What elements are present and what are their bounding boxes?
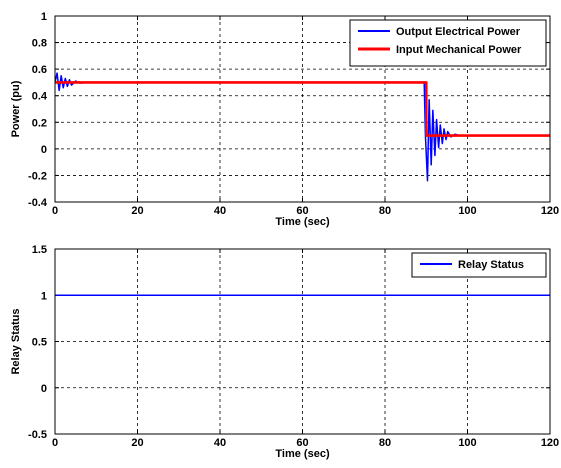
- legend: Output Electrical Power Input Mechanical …: [349, 19, 547, 67]
- y-tick-label: 0: [41, 144, 47, 156]
- x-tick-label: 0: [52, 205, 58, 217]
- y-tick-label: 0.4: [32, 91, 48, 103]
- x-tick-label: 60: [296, 437, 308, 449]
- y-tick-label: 0.6: [32, 64, 47, 76]
- chart-panel-2: 0 20 40 60 80 100 120 -0.5 0 0.5 1 1.5 Time (sec) Rel…: [10, 244, 559, 460]
- x-tick-label: 120: [541, 437, 559, 449]
- y-tick-label: 1: [41, 11, 47, 23]
- legend: Relay Status: [411, 252, 547, 278]
- x-tick-label: 0: [52, 437, 58, 449]
- x-tick-label: 60: [296, 205, 308, 217]
- x-tick-label: 20: [131, 205, 143, 217]
- x-tick-label: 40: [214, 437, 226, 449]
- y-tick-label: 0.2: [32, 117, 47, 129]
- chart-panel-1: 0 20 40 60 80 100 120 -0.4 -0.2 0 0.2 0.4 0.6 0.8 1 Tim…: [10, 11, 559, 228]
- series-line-input-mechanical-power: [55, 81, 550, 137]
- x-tick-label: 40: [214, 205, 226, 217]
- y-tick-label: -0.5: [28, 429, 47, 441]
- series-line-output-electrical-power: [55, 72, 550, 182]
- y-tick-label: 0.8: [32, 38, 47, 50]
- x-tick-label: 80: [379, 437, 391, 449]
- y-tick-label: 1.5: [32, 244, 47, 256]
- y-tick-label: 0: [41, 383, 47, 395]
- legend-box: [349, 19, 547, 67]
- legend-entry: Input Mechanical Power: [396, 44, 522, 56]
- x-axis-label: Time (sec): [275, 448, 330, 460]
- x-axis-label: Time (sec): [275, 216, 330, 228]
- y-tick-label: 1: [41, 290, 47, 302]
- x-tick-label: 100: [458, 205, 476, 217]
- legend-entry: Output Electrical Power: [396, 26, 521, 38]
- y-axis-label: Power (pu): [10, 80, 22, 137]
- y-tick-label: 0.5: [32, 337, 47, 349]
- x-tick-label: 20: [131, 437, 143, 449]
- y-tick-label: -0.2: [28, 170, 47, 182]
- y-tick-label: -0.4: [28, 197, 48, 209]
- x-tick-label: 100: [458, 437, 476, 449]
- y-axis-label: Relay Status: [10, 308, 22, 374]
- plot-frame: [54, 248, 551, 435]
- x-tick-label: 80: [379, 205, 391, 217]
- plot-frame: [54, 15, 551, 203]
- x-tick-label: 120: [541, 205, 559, 217]
- legend-entry: Relay Status: [458, 259, 524, 271]
